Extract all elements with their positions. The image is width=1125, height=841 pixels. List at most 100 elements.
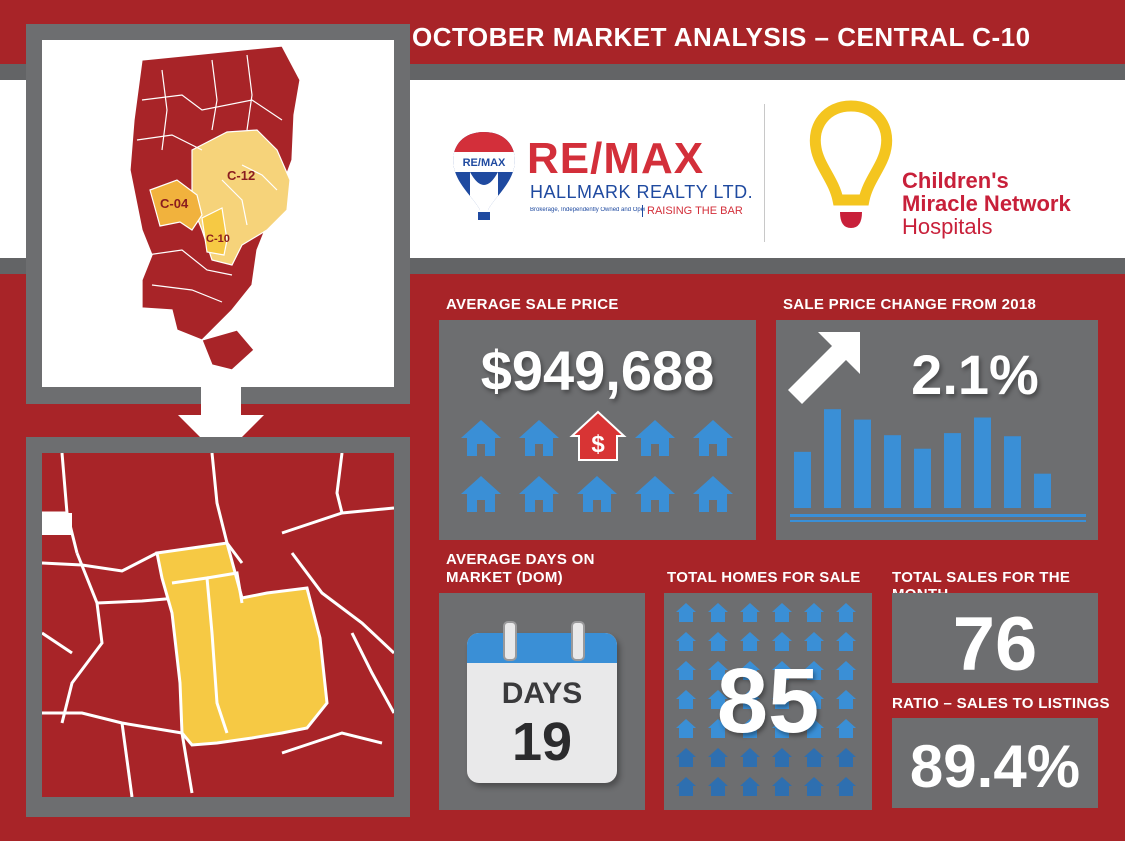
- house-icon: [708, 748, 728, 767]
- house-icon: [740, 632, 760, 651]
- avg-price-value: $949,688: [480, 339, 715, 402]
- house-icon: [708, 603, 728, 622]
- price-change-value: 2.1%: [911, 343, 1039, 406]
- house-icon: [676, 719, 696, 738]
- house-icon: [676, 661, 696, 680]
- chart-bar-2: [824, 409, 841, 508]
- calendar-ring-left: [503, 621, 517, 661]
- house-icon: [804, 719, 824, 738]
- house-icon: [676, 632, 696, 651]
- page-title: OCTOBER MARKET ANALYSIS – CENTRAL C-10: [412, 22, 1031, 52]
- cmn-line-1: Children's: [902, 168, 1009, 193]
- remax-small-tagline: Brokerage, Independently Owned and Opera…: [530, 207, 645, 213]
- house-icon: [772, 690, 792, 709]
- house-icon: [676, 748, 696, 767]
- house-icon: [772, 748, 792, 767]
- ratio-label: RATIO – SALES TO LISTINGS: [892, 695, 1110, 712]
- house-icon: [708, 690, 728, 709]
- dom-label-line-2: MARKET (DOM): [446, 569, 563, 586]
- house-icon: [740, 661, 760, 680]
- chart-bar-8: [1004, 436, 1021, 508]
- house-icon: [740, 777, 760, 796]
- house-icon: [708, 661, 728, 680]
- avg-price-panel: $949,688 $: [439, 320, 756, 540]
- chart-bar-9: [1034, 473, 1051, 508]
- cmn-line-3: Hospitals: [902, 214, 993, 239]
- remax-balloon-icon: RE/MAX: [453, 132, 515, 220]
- chart-bar-7: [974, 417, 991, 508]
- remax-balloon-text: RE/MAX: [463, 157, 506, 169]
- overview-map-frame: C-04 C-12 C-10: [26, 24, 410, 404]
- house-icon: [804, 603, 824, 622]
- homes-value: 85: [716, 650, 820, 752]
- chart-bar-5: [914, 448, 931, 508]
- house-icon: [772, 632, 792, 651]
- zoom-map-frame: [26, 437, 410, 817]
- zoom-map: [42, 453, 394, 797]
- calendar-days-value: 19: [511, 712, 573, 772]
- house-icon: [836, 690, 856, 709]
- house-icon: [740, 690, 760, 709]
- chart-baseline: [790, 514, 1086, 517]
- map-label-c12: C-12: [227, 168, 255, 183]
- house-icon: [804, 661, 824, 680]
- map-label-c04: C-04: [160, 196, 189, 211]
- overview-map: C-04 C-12 C-10: [129, 45, 301, 371]
- house-icon: [740, 603, 760, 622]
- house-icon: [804, 690, 824, 709]
- house-icon: [804, 777, 824, 796]
- house-icon: [740, 748, 760, 767]
- homes-label: TOTAL HOMES FOR SALE: [667, 569, 861, 586]
- remax-name: RE/MAX: [527, 134, 705, 183]
- house-icon: [836, 719, 856, 738]
- price-change-panel: 2.1%: [776, 320, 1098, 540]
- house-icon: [836, 603, 856, 622]
- dom-panel: DAYS 19: [439, 593, 645, 810]
- chart-bar-4: [884, 435, 901, 508]
- house-icon: [708, 777, 728, 796]
- chart-bar-3: [854, 419, 871, 508]
- chart-baseline-2: [790, 520, 1086, 522]
- house-icon: [708, 719, 728, 738]
- homes-panel: 85: [664, 593, 872, 810]
- cmn-line-2: Miracle Network: [902, 191, 1071, 216]
- house-icon: [708, 632, 728, 651]
- house-icon: [676, 603, 696, 622]
- house-icon: [772, 777, 792, 796]
- calendar-days-word: DAYS: [501, 677, 583, 710]
- house-icons-grid: $: [461, 410, 733, 512]
- sales-panel: 76: [892, 593, 1098, 687]
- house-icon: [676, 690, 696, 709]
- up-right-arrow-icon: [788, 332, 860, 404]
- calendar-icon: DAYS 19: [467, 633, 617, 783]
- house-icon: [836, 632, 856, 651]
- chart-bar-6: [944, 433, 961, 508]
- house-icon: [836, 661, 856, 680]
- ratio-panel: 89.4%: [892, 718, 1098, 808]
- banner-divider: [764, 104, 765, 242]
- ratio-value: 89.4%: [909, 733, 1081, 800]
- house-icon: [836, 748, 856, 767]
- down-arrow-icon: [178, 380, 264, 458]
- remax-divider: [642, 205, 643, 217]
- house-icon: [772, 661, 792, 680]
- avg-price-label: AVERAGE SALE PRICE: [446, 296, 619, 313]
- house-icons-field: [676, 603, 856, 796]
- house-icon: [772, 719, 792, 738]
- map-label-c10: C-10: [206, 233, 230, 245]
- house-icon: [836, 777, 856, 796]
- house-dollar-sign: $: [591, 431, 605, 458]
- price-change-label: SALE PRICE CHANGE FROM 2018: [783, 296, 1037, 313]
- price-chart: [790, 409, 1086, 522]
- house-icon: [676, 777, 696, 796]
- lightbulb-icon: [809, 100, 893, 228]
- house-icon: [772, 603, 792, 622]
- remax-tagline: RAISING THE BAR: [647, 205, 743, 217]
- house-icon: [804, 632, 824, 651]
- dom-label-line-1: AVERAGE DAYS ON: [446, 551, 595, 568]
- remax-brokerage: HALLMARK REALTY LTD.: [530, 182, 754, 202]
- chart-bar-1: [794, 451, 811, 508]
- sales-value: 76: [952, 602, 1038, 687]
- house-icon: [804, 748, 824, 767]
- calendar-ring-right: [571, 621, 585, 661]
